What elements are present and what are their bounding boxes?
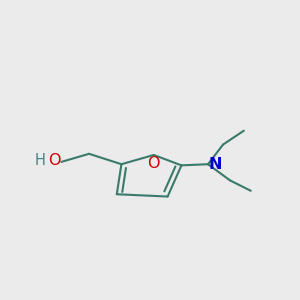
- Text: H: H: [35, 153, 46, 168]
- Text: O: O: [48, 153, 60, 168]
- Text: O: O: [148, 156, 160, 171]
- Text: N: N: [208, 157, 222, 172]
